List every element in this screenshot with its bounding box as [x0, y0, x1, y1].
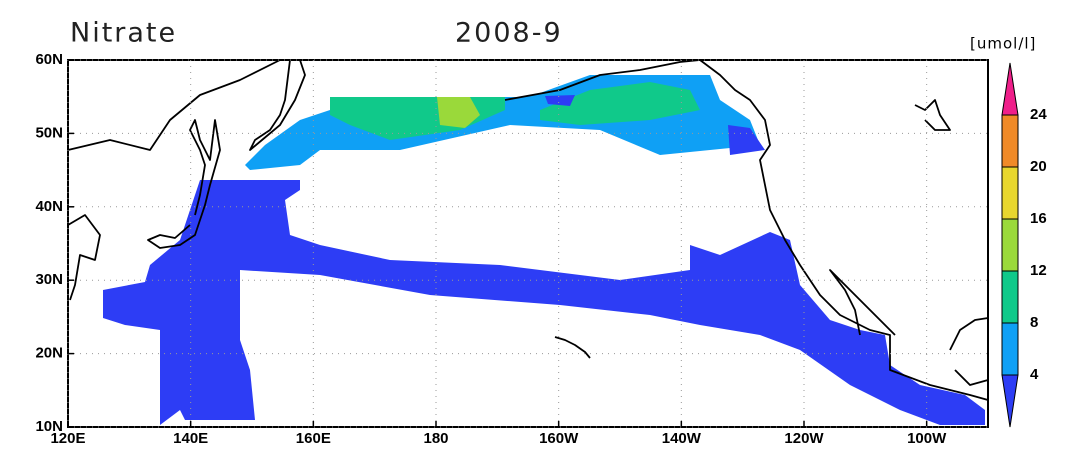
- colorbar-swatch: [1001, 62, 1019, 116]
- x-tick-label: 120E: [50, 430, 85, 447]
- coastline-asia: [67, 59, 281, 151]
- field-region: [103, 180, 985, 425]
- colorbar-label: [umol/l]: [970, 35, 1036, 53]
- y-tick-label: 40N: [35, 198, 63, 215]
- x-tick-label: 100W: [907, 430, 947, 447]
- y-tick-label: 50N: [35, 124, 63, 141]
- coastline-mexico: [829, 269, 896, 336]
- field-region: [437, 97, 480, 128]
- colorbar-tick-label: 12: [1030, 262, 1047, 279]
- field-region: [545, 95, 575, 106]
- coastline-hawaii: [554, 336, 591, 359]
- coastline-japan: [147, 119, 221, 249]
- y-tick-label: 10N: [35, 418, 63, 435]
- x-tick-label: 120W: [784, 430, 824, 447]
- x-tick-label: 140E: [173, 430, 208, 447]
- colorbar: 4 8 12 16 20 24: [1001, 62, 1047, 428]
- field-region: [728, 125, 765, 155]
- y-tick-label: 20N: [35, 345, 63, 362]
- colorbar-swatch: [1001, 322, 1019, 376]
- x-tick-label: 180: [423, 430, 448, 447]
- coastline-canada: [914, 99, 951, 131]
- coastline: [67, 59, 989, 401]
- colorbar-swatch: [1001, 270, 1019, 324]
- coastline-asia: [67, 214, 101, 301]
- plot-frame: [67, 59, 989, 428]
- colorbar-swatch: [1001, 114, 1019, 168]
- chart-title: Nitrate: [70, 18, 177, 49]
- coastline-kamchatka: [249, 59, 306, 151]
- coastline-cuba: [949, 317, 989, 386]
- chart-subtitle: 2008-9: [455, 18, 563, 49]
- colorbar-tick-label: 24: [1030, 106, 1047, 123]
- x-tick-label: 160E: [296, 430, 331, 447]
- colorbar-swatch: [1001, 374, 1019, 428]
- colorbar-swatch: [1001, 218, 1019, 272]
- colorbar-tick-label: 20: [1030, 158, 1047, 175]
- y-tick-label: 60N: [35, 51, 63, 68]
- field-region: [540, 82, 700, 125]
- colorbar-tick-label: 8: [1030, 314, 1038, 331]
- coastline-alaska: [504, 59, 701, 101]
- colorbar-tick-label: 4: [1030, 366, 1039, 383]
- colorbar-tick-label: 16: [1030, 210, 1047, 227]
- colorbar-swatch: [1001, 166, 1019, 220]
- coastline-america: [699, 59, 989, 401]
- x-tick-label: 140W: [662, 430, 702, 447]
- y-tick-label: 30N: [35, 271, 63, 288]
- x-tick-label: 160W: [539, 430, 579, 447]
- nitrate-field: [103, 75, 985, 425]
